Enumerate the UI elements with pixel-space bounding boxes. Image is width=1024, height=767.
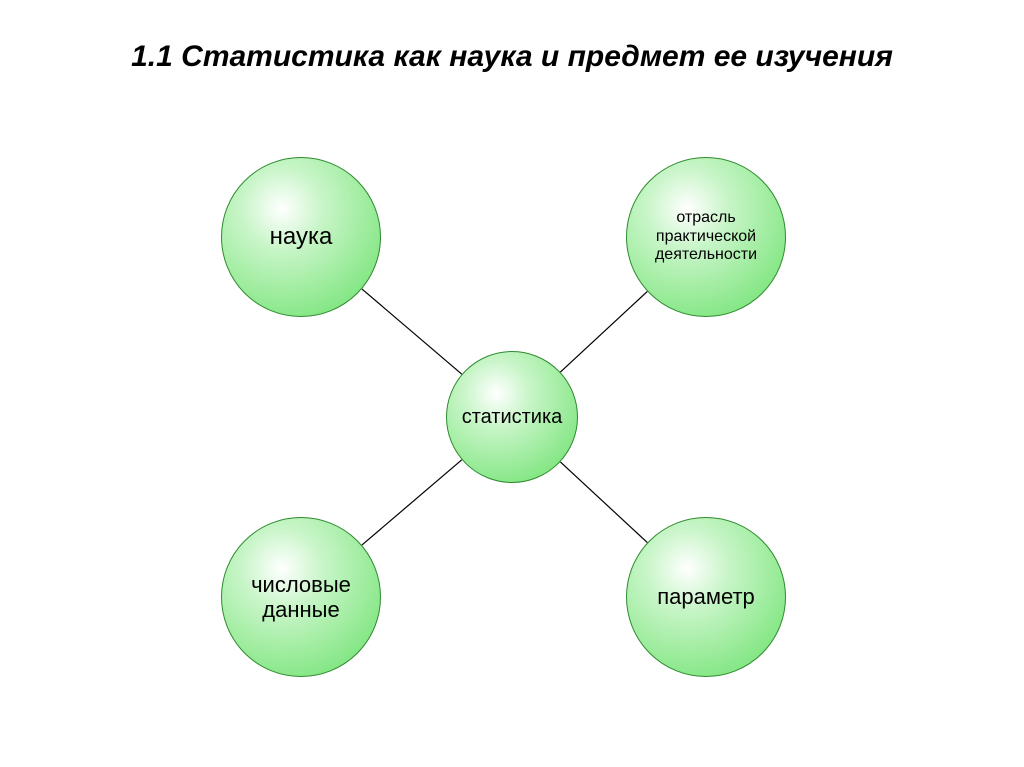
node-label: числовые данные: [228, 572, 374, 623]
edge: [560, 462, 647, 543]
edge: [362, 289, 462, 374]
node-top_right: отрасль практической деятельности: [626, 157, 786, 317]
node-label: параметр: [633, 584, 779, 609]
edge: [362, 460, 462, 545]
node-top_left: наука: [221, 157, 381, 317]
node-label: статистика: [453, 406, 571, 429]
node-center: статистика: [446, 351, 578, 483]
slide: 1.1 Статистика как наука и предмет ее из…: [0, 0, 1024, 767]
node-label: отрасль практической деятельности: [633, 209, 779, 264]
node-label: наука: [228, 223, 374, 251]
node-bottom_left: числовые данные: [221, 517, 381, 677]
node-bottom_right: параметр: [626, 517, 786, 677]
edge: [560, 291, 647, 372]
concept-diagram: статистика наука отрасль практической деят…: [0, 0, 1024, 767]
